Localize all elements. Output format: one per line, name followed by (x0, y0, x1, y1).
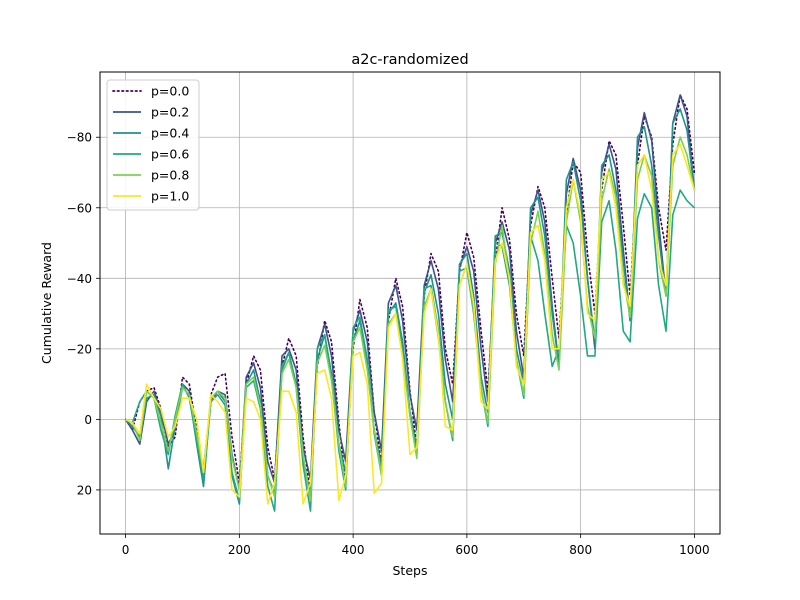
legend-label: p=0.4 (151, 126, 189, 141)
y-tick-label: −80 (67, 131, 92, 145)
y-tick-label: 20 (77, 483, 92, 497)
x-axis: 0 200 400 600 800 1000 (122, 534, 710, 557)
y-tick-label: 0 (84, 413, 92, 427)
x-axis-label: Steps (393, 563, 428, 578)
legend-label: p=1.0 (151, 189, 189, 204)
chart-title: a2c-randomized (351, 52, 468, 68)
x-tick-label: 400 (342, 543, 365, 557)
series-lines (124, 94, 696, 512)
series-line-p=1.0 (125, 143, 696, 505)
legend-label: p=0.0 (151, 84, 189, 99)
legend-label: p=0.6 (151, 147, 189, 162)
x-tick-label: 200 (228, 543, 251, 557)
legend: p=0.0 p=0.2 p=0.4 p=0.6 p=0.8 p=1.0 (106, 79, 200, 211)
plot-area-frame (99, 71, 721, 535)
y-tick-label: −60 (67, 201, 92, 215)
y-tick-label: −40 (67, 272, 92, 286)
x-tick-label: 1000 (679, 543, 710, 557)
x-tick-label: 0 (122, 543, 130, 557)
y-axis: −80 −60 −40 −20 0 20 (67, 131, 100, 497)
legend-label: p=0.2 (151, 105, 189, 120)
legend-label: p=0.8 (151, 168, 189, 183)
y-axis-label: Cumulative Reward (39, 242, 54, 364)
series-line-p=0.8 (125, 136, 696, 502)
y-tick-label: −20 (67, 342, 92, 356)
x-tick-label: 800 (569, 543, 592, 557)
x-tick-label: 600 (455, 543, 478, 557)
